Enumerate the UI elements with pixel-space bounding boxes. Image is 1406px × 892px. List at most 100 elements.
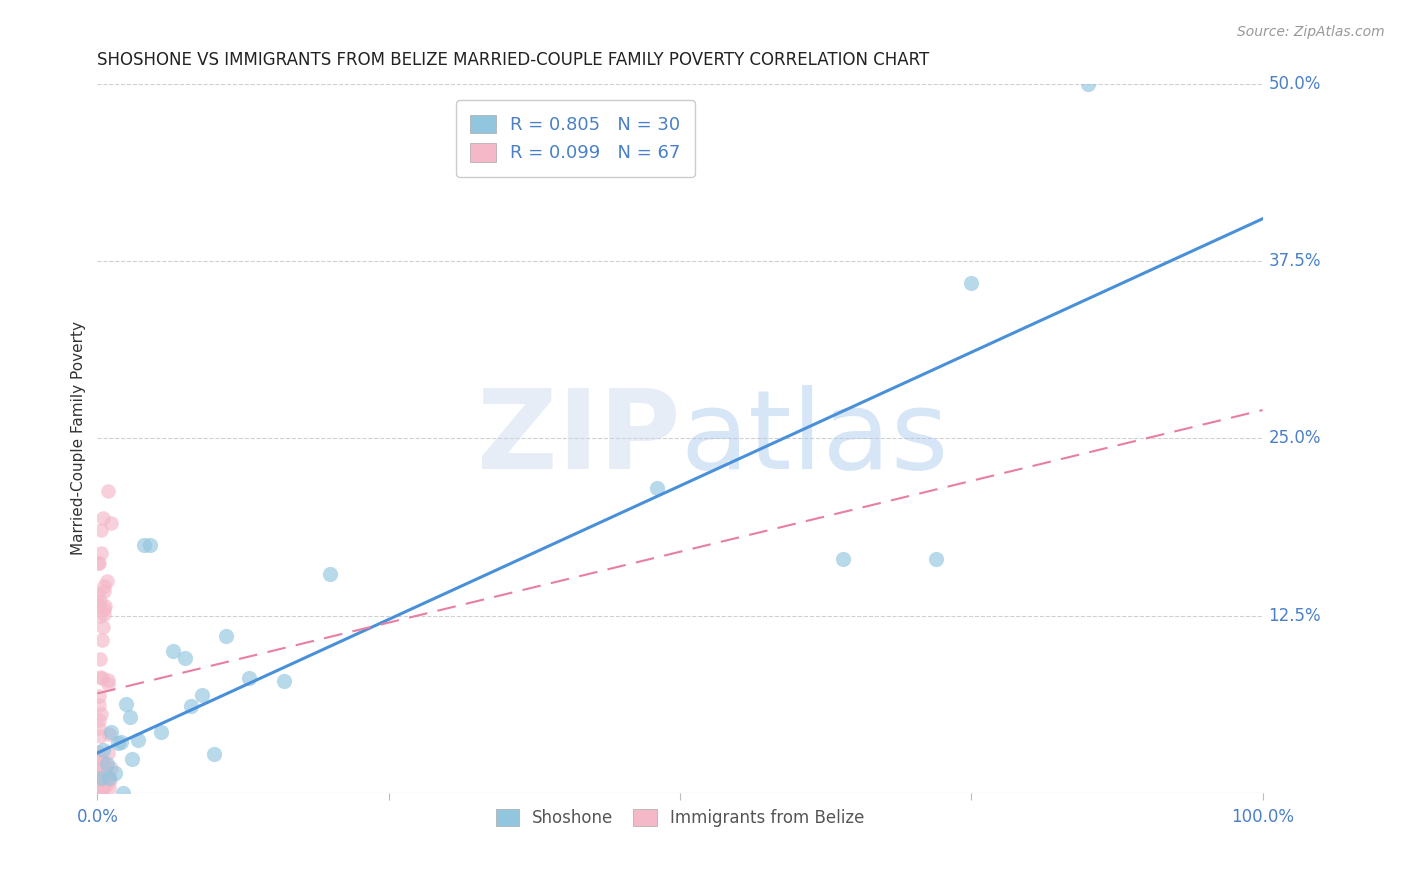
Point [94,759,117,773]
Point [89,766,111,780]
Point [202,747,225,761]
Point [173,651,195,665]
Point [91,633,114,648]
Point [90,758,112,772]
Text: 12.5%: 12.5% [1268,607,1322,624]
Point [150,725,173,739]
Text: ZIP: ZIP [477,384,681,491]
Point [93,767,115,781]
Point [89,763,111,777]
Point [111,786,134,800]
Point [98,773,121,788]
Point [90,772,112,786]
Point [91,672,114,686]
Point [96,677,118,691]
Point [91,778,114,792]
Point [91,760,114,774]
Y-axis label: Married-Couple Family Poverty: Married-Couple Family Poverty [72,321,86,556]
Text: 37.5%: 37.5% [1268,252,1322,270]
Point [90,782,112,797]
Point [89,698,111,712]
Point [121,752,143,766]
Point [94,761,117,775]
Point [91,620,114,634]
Point [89,764,111,778]
Text: 25.0%: 25.0% [1268,429,1322,448]
Point [104,765,127,780]
Point [87,713,110,727]
Point [89,689,111,703]
Point [96,757,118,772]
Point [86,762,108,776]
Point [93,607,115,621]
Point [90,762,112,776]
Point [97,769,120,783]
Point [91,743,114,757]
Point [115,697,138,711]
Point [91,754,114,768]
Point [91,765,114,780]
Point [107,736,129,750]
Point [93,583,115,598]
Point [925,552,948,566]
Point [162,644,184,658]
Point [91,780,114,795]
Point [97,746,120,760]
Point [191,688,214,702]
Text: SHOSHONE VS IMMIGRANTS FROM BELIZE MARRIED-COUPLE FAMILY POVERTY CORRELATION CHA: SHOSHONE VS IMMIGRANTS FROM BELIZE MARRI… [97,51,929,69]
Point [89,593,111,607]
Point [89,780,111,794]
Point [93,771,115,785]
Point [832,552,855,566]
Point [90,546,112,560]
Point [89,729,111,743]
Point [89,785,111,799]
Text: Source: ZipAtlas.com: Source: ZipAtlas.com [1237,25,1385,39]
Point [89,608,111,623]
Text: atlas: atlas [681,384,949,491]
Point [87,780,110,794]
Point [89,670,111,684]
Point [97,483,120,498]
Point [214,629,236,643]
Text: 50.0%: 50.0% [1268,75,1320,93]
Point [645,481,668,495]
Point [96,574,118,588]
Point [93,579,115,593]
Point [139,538,162,552]
Point [89,652,111,666]
Point [87,752,110,766]
Point [89,721,111,735]
Point [1077,77,1099,91]
Point [89,556,111,570]
Point [98,772,121,786]
Point [90,707,112,722]
Point [100,725,122,739]
Point [93,779,115,793]
Point [86,587,108,601]
Point [100,516,122,531]
Point [273,674,295,689]
Point [97,726,120,740]
Point [87,557,110,571]
Point [89,756,111,771]
Point [238,671,260,685]
Point [319,567,342,582]
Point [960,276,983,290]
Point [93,511,115,525]
Legend: Shoshone, Immigrants from Belize: Shoshone, Immigrants from Belize [489,803,872,834]
Point [93,601,115,615]
Point [96,778,118,792]
Point [127,733,149,747]
Point [132,538,155,552]
Point [97,673,120,687]
Point [91,780,114,795]
Point [90,770,112,784]
Point [98,780,121,795]
Point [87,598,110,612]
Point [89,784,111,798]
Point [86,763,108,777]
Point [118,710,141,724]
Point [110,735,132,749]
Point [94,599,117,613]
